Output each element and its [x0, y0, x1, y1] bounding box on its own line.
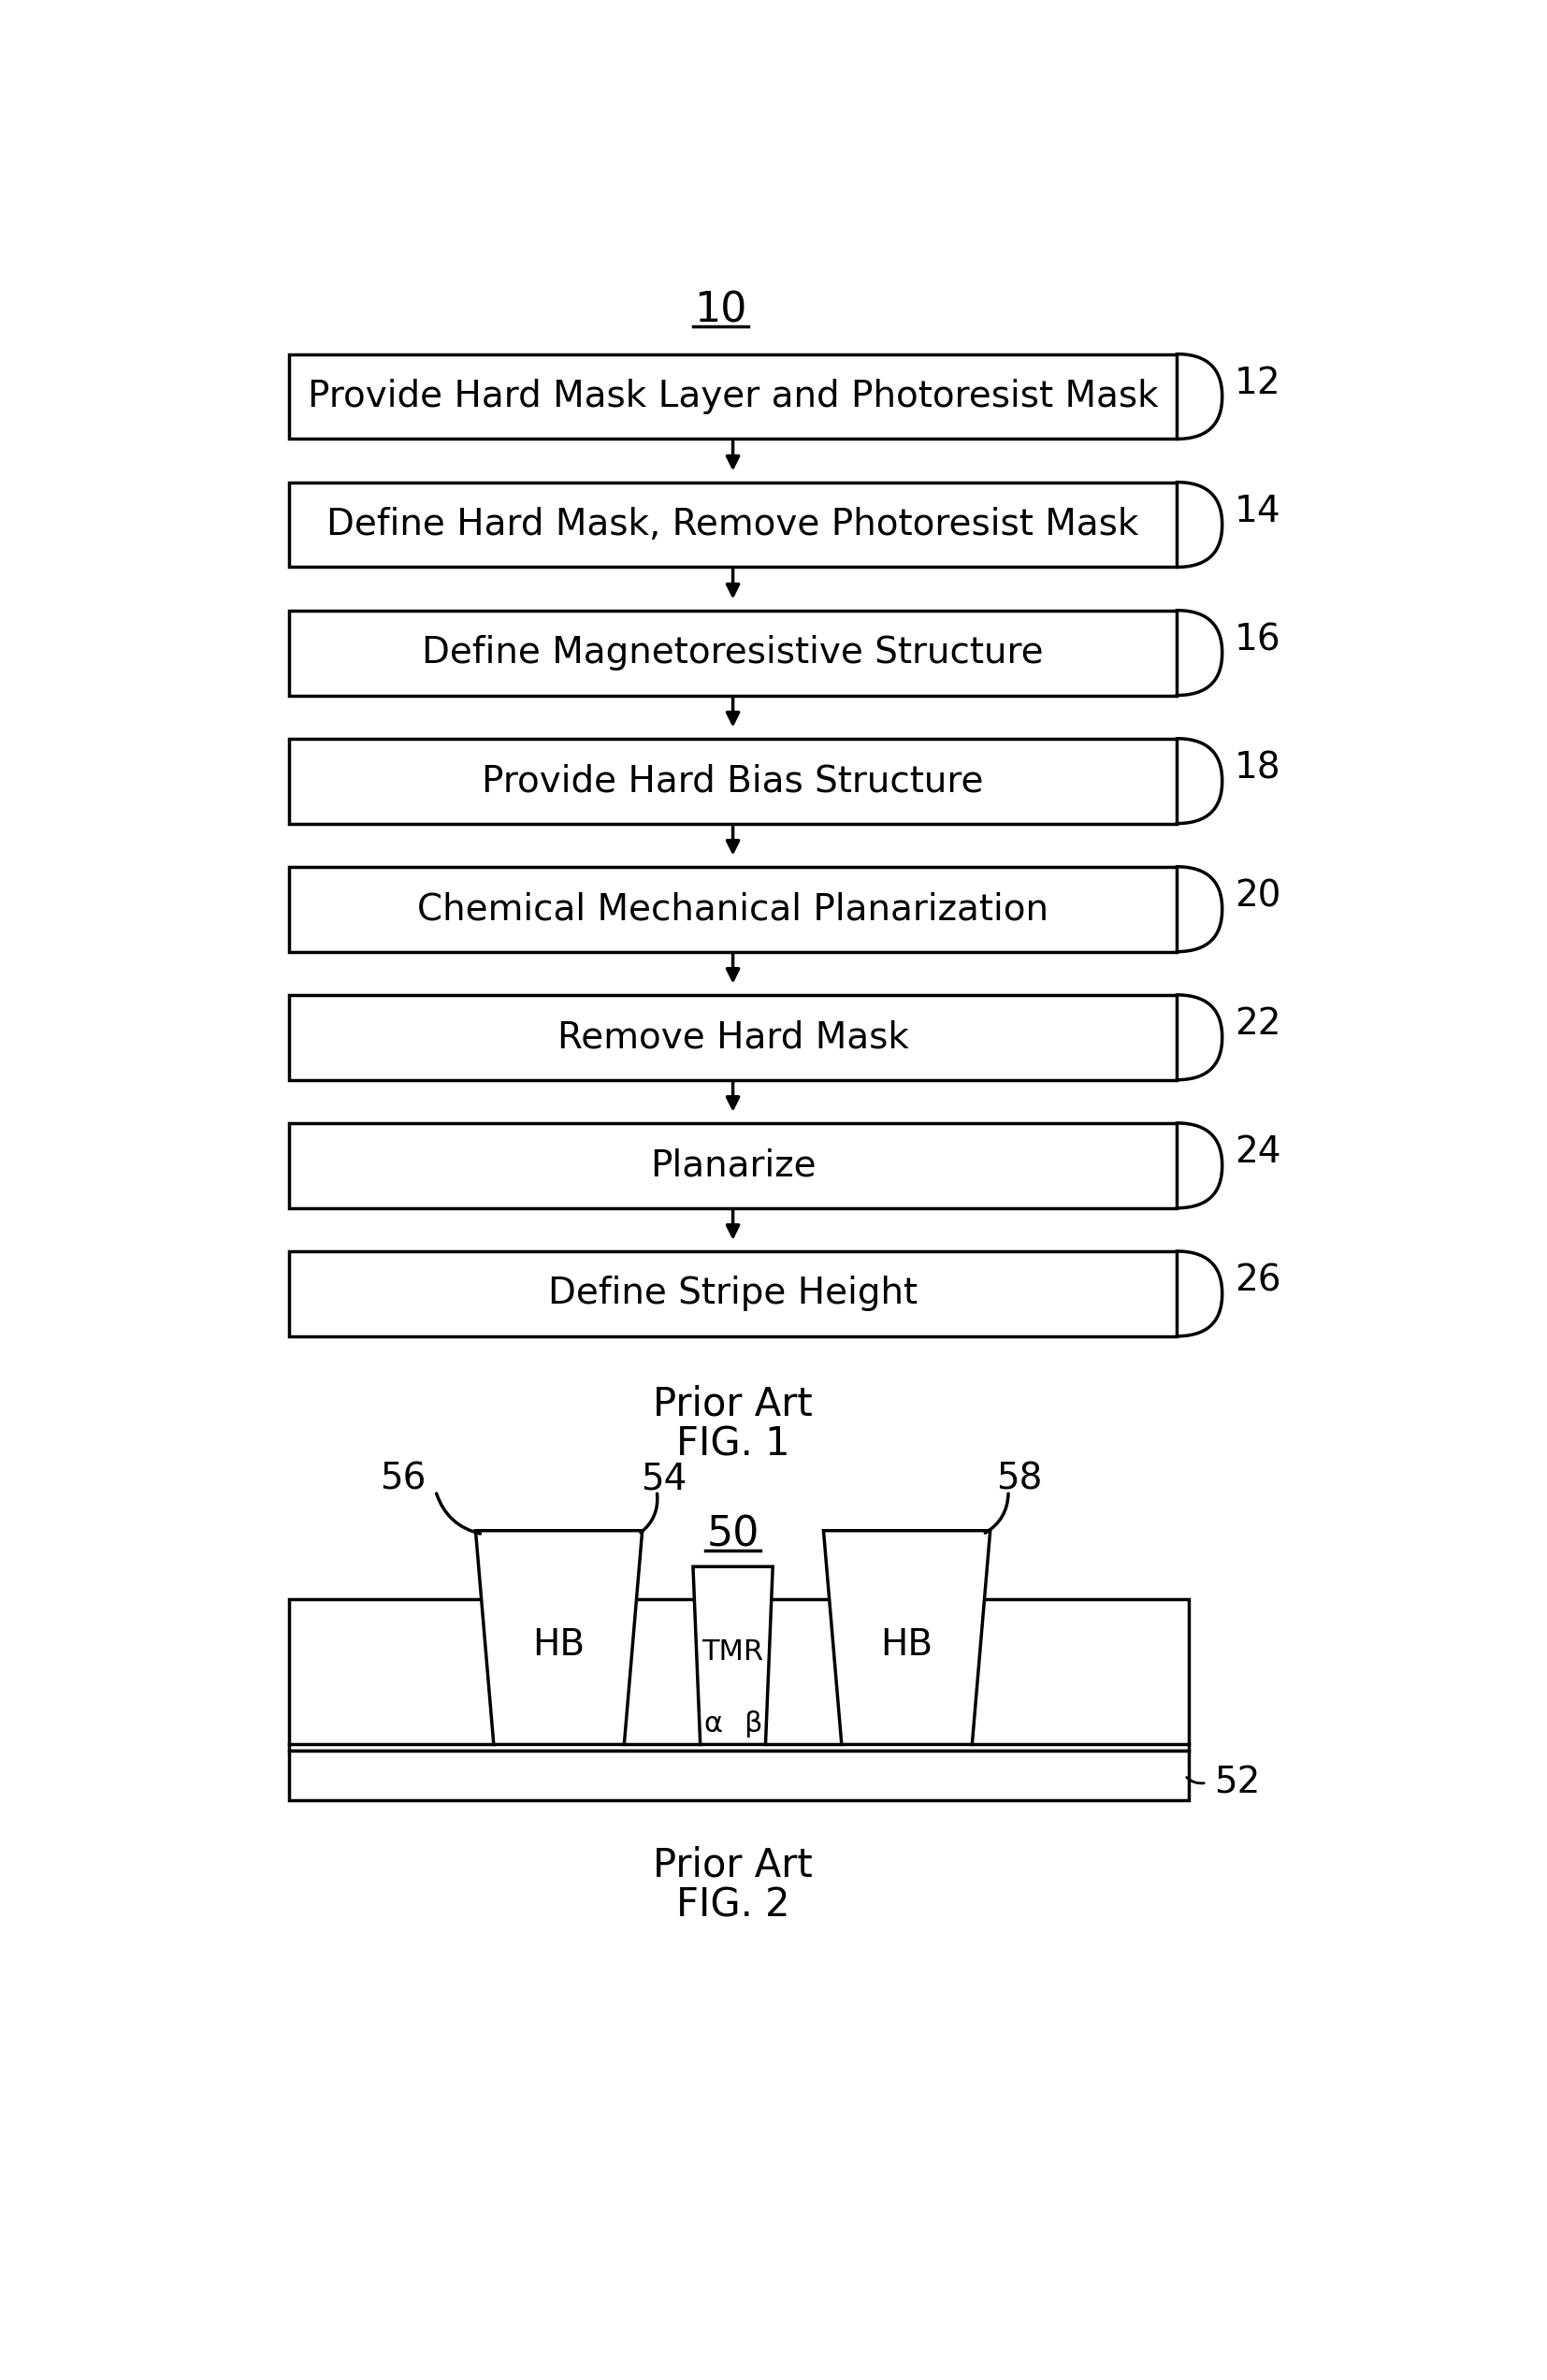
Text: 56: 56 — [381, 1461, 427, 1497]
Text: FIG. 1: FIG. 1 — [676, 1426, 791, 1464]
Text: α: α — [704, 1711, 722, 1737]
Text: 26: 26 — [1235, 1264, 1281, 1299]
Text: Prior Art: Prior Art — [653, 1847, 812, 1885]
Text: 22: 22 — [1235, 1007, 1281, 1042]
Text: Provide Hard Bias Structure: Provide Hard Bias Structure — [483, 764, 984, 800]
Text: FIG. 2: FIG. 2 — [676, 1885, 789, 1925]
Bar — [289, 483, 1177, 566]
Text: 18: 18 — [1235, 750, 1281, 785]
Text: 52: 52 — [1214, 1766, 1261, 1799]
Text: HB: HB — [880, 1628, 933, 1664]
Bar — [289, 866, 1177, 952]
Text: 10: 10 — [695, 290, 747, 331]
Text: 20: 20 — [1235, 878, 1281, 914]
Bar — [289, 1252, 1177, 1335]
Text: 16: 16 — [1235, 621, 1281, 657]
Text: 24: 24 — [1235, 1135, 1281, 1171]
Text: Remove Hard Mask: Remove Hard Mask — [557, 1019, 908, 1054]
Bar — [289, 738, 1177, 823]
Text: Prior Art: Prior Art — [653, 1385, 812, 1423]
Polygon shape — [475, 1530, 642, 1745]
Bar — [289, 1123, 1177, 1209]
Polygon shape — [823, 1530, 990, 1745]
Text: Define Stripe Height: Define Stripe Height — [548, 1276, 917, 1311]
Polygon shape — [693, 1566, 774, 1745]
Text: HB: HB — [532, 1628, 585, 1664]
Text: Chemical Mechanical Planarization: Chemical Mechanical Planarization — [418, 892, 1049, 926]
Text: Define Hard Mask, Remove Photoresist Mask: Define Hard Mask, Remove Photoresist Mas… — [326, 507, 1139, 543]
Text: 54: 54 — [640, 1461, 687, 1497]
Bar — [289, 609, 1177, 695]
Text: 12: 12 — [1235, 367, 1281, 402]
Text: Define Magnetoresistive Structure: Define Magnetoresistive Structure — [422, 635, 1044, 671]
Bar — [289, 1749, 1188, 1802]
Text: Provide Hard Mask Layer and Photoresist Mask: Provide Hard Mask Layer and Photoresist … — [308, 378, 1159, 414]
Bar — [289, 995, 1177, 1081]
Text: TMR: TMR — [702, 1637, 764, 1666]
Text: 58: 58 — [996, 1461, 1043, 1497]
Text: 14: 14 — [1235, 495, 1281, 528]
Text: β: β — [744, 1711, 763, 1737]
Text: 50: 50 — [707, 1514, 760, 1554]
Bar — [289, 355, 1177, 438]
Bar — [289, 1599, 1188, 1749]
Text: Planarize: Planarize — [650, 1147, 815, 1183]
